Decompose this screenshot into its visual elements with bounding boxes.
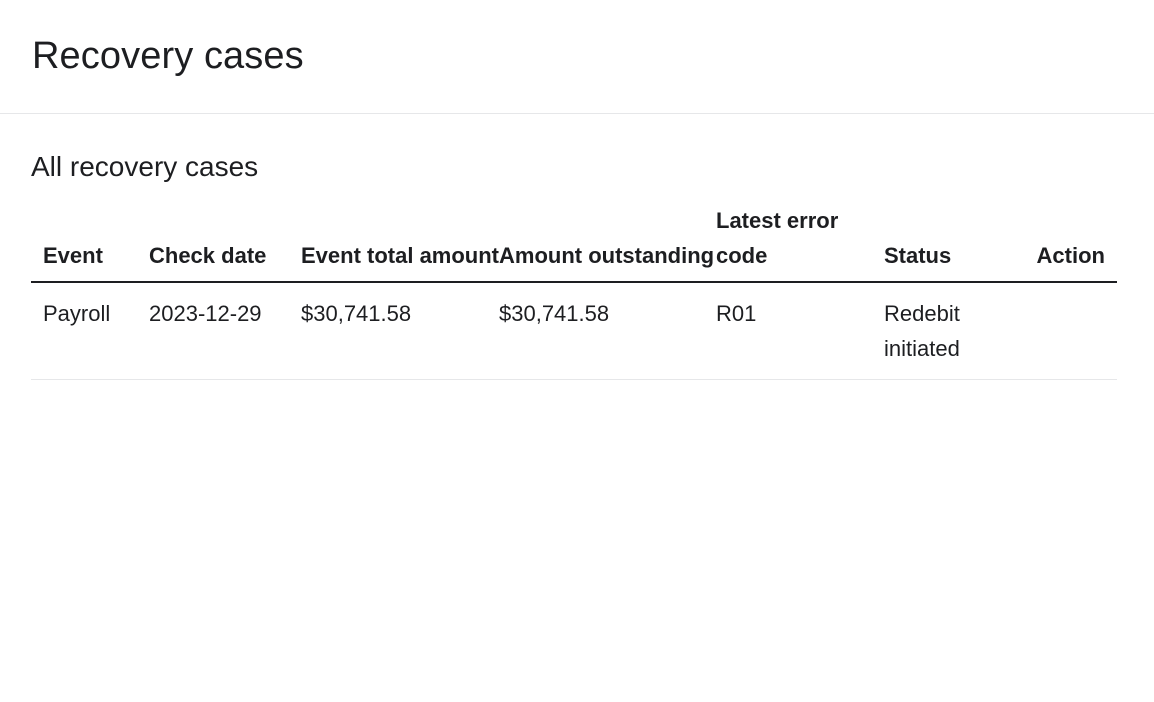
- cell-status: Redebit initiated: [884, 301, 960, 361]
- table-header-row: Event Check date Event total amount Amou…: [31, 203, 1117, 282]
- table-header: Event Check date Event total amount Amou…: [31, 203, 1117, 282]
- cell-event-total-amount: $30,741.58: [301, 301, 412, 326]
- section-title: All recovery cases: [31, 151, 259, 182]
- cell-event: Payroll: [43, 301, 111, 326]
- column-header-latest-error-code: Latest error code: [716, 208, 839, 268]
- column-header-amount-outstanding: Amount outstanding: [499, 243, 715, 268]
- table-row: Payroll 2023-12-29 $30,741.58 $30,741.58…: [31, 282, 1117, 380]
- cell-check-date: 2023-12-29: [149, 301, 262, 326]
- table-body: Payroll 2023-12-29 $30,741.58 $30,741.58…: [31, 282, 1117, 380]
- page-header: Recovery cases: [0, 0, 1154, 114]
- cell-amount-outstanding: $30,741.58: [499, 301, 610, 326]
- column-header-action: Action: [1036, 243, 1105, 268]
- column-header-status: Status: [884, 243, 952, 268]
- column-header-event: Event: [43, 243, 103, 268]
- recovery-cases-table: Event Check date Event total amount Amou…: [31, 203, 1117, 380]
- column-header-event-total-amount: Event total amount: [301, 243, 500, 268]
- cell-action: [1010, 282, 1117, 380]
- column-header-check-date: Check date: [149, 243, 267, 268]
- cell-latest-error-code: R01: [716, 301, 757, 326]
- page-title: Recovery cases: [32, 35, 304, 77]
- main-content: All recovery cases Event Check date Even…: [0, 114, 1154, 380]
